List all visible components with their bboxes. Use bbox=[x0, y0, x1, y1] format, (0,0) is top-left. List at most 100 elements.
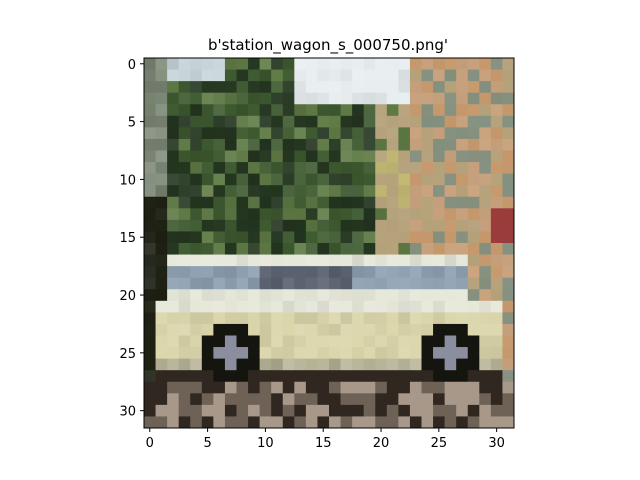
image-pixel bbox=[329, 266, 341, 279]
image-pixel bbox=[398, 92, 411, 105]
image-pixel bbox=[409, 104, 422, 117]
image-pixel bbox=[317, 219, 330, 232]
image-pixel bbox=[340, 92, 353, 105]
image-pixel bbox=[259, 104, 272, 117]
image-pixel bbox=[352, 335, 365, 348]
image-pixel bbox=[305, 404, 318, 417]
image-pixel bbox=[190, 138, 203, 151]
image-pixel bbox=[236, 104, 249, 117]
image-pixel bbox=[259, 300, 272, 313]
image-pixel bbox=[236, 127, 249, 140]
image-pixel bbox=[236, 196, 249, 209]
image-pixel bbox=[398, 231, 411, 244]
image-pixel bbox=[433, 416, 446, 429]
image-pixel bbox=[329, 254, 341, 267]
image-pixel bbox=[409, 277, 422, 290]
image-pixel bbox=[398, 69, 411, 82]
image-pixel bbox=[155, 243, 168, 255]
image-pixel bbox=[467, 115, 480, 128]
image-pixel bbox=[421, 185, 434, 198]
image-pixel bbox=[271, 173, 284, 186]
image-pixel bbox=[224, 404, 237, 417]
y-tick-label: 25 bbox=[119, 347, 136, 362]
image-pixel bbox=[224, 81, 237, 94]
image-pixel bbox=[213, 254, 226, 267]
image-pixel bbox=[421, 243, 434, 255]
image-pixel bbox=[433, 312, 446, 325]
image-pixel bbox=[305, 173, 318, 186]
image-pixel bbox=[317, 266, 330, 279]
image-pixel bbox=[398, 185, 411, 198]
image-pixel bbox=[409, 254, 422, 267]
image-pixel bbox=[375, 323, 388, 336]
image-pixel bbox=[398, 370, 411, 383]
image-pixel bbox=[375, 381, 388, 394]
image-pixel bbox=[294, 219, 307, 232]
image-pixel bbox=[329, 289, 341, 302]
image-pixel bbox=[329, 173, 341, 186]
image-pixel bbox=[340, 58, 353, 70]
image-pixel bbox=[479, 335, 492, 348]
image-pixel bbox=[398, 335, 411, 348]
image-pixel bbox=[248, 127, 261, 140]
image-pixel bbox=[201, 312, 214, 325]
image-pixel bbox=[317, 416, 330, 429]
image-pixel bbox=[490, 347, 503, 360]
image-pixel bbox=[224, 138, 237, 151]
image-pixel bbox=[421, 300, 434, 313]
image-pixel bbox=[421, 138, 434, 151]
image-pixel bbox=[502, 138, 515, 151]
image-pixel bbox=[363, 150, 376, 163]
image-pixel bbox=[248, 323, 261, 336]
image-pixel bbox=[236, 358, 249, 371]
image-pixel bbox=[213, 69, 226, 82]
image-pixel bbox=[248, 243, 261, 255]
image-pixel bbox=[479, 162, 492, 175]
image-pixel bbox=[352, 323, 365, 336]
image-pixel bbox=[375, 243, 388, 255]
image-pixel bbox=[271, 127, 284, 140]
image-pixel bbox=[329, 138, 341, 151]
image-pixel bbox=[502, 173, 515, 186]
image-pixel bbox=[433, 335, 446, 348]
image-pixel bbox=[294, 162, 307, 175]
image-pixel bbox=[259, 69, 272, 82]
image-pixel bbox=[352, 370, 365, 383]
image-pixel bbox=[398, 416, 411, 429]
image-pixel bbox=[433, 138, 446, 151]
image-pixel bbox=[456, 381, 469, 394]
y-tick-label: 5 bbox=[128, 116, 136, 131]
image-pixel bbox=[167, 393, 180, 406]
image-pixel bbox=[294, 381, 307, 394]
image-pixel bbox=[317, 370, 330, 383]
image-pixel bbox=[259, 185, 272, 198]
image-pixel bbox=[340, 335, 353, 348]
image-pixel bbox=[294, 138, 307, 151]
image-pixel bbox=[490, 289, 503, 302]
image-pixel bbox=[201, 300, 214, 313]
image-pixel bbox=[490, 381, 503, 394]
image-pixel bbox=[444, 196, 457, 209]
image-pixel bbox=[456, 58, 469, 70]
image-pixel bbox=[271, 381, 284, 394]
image-pixel bbox=[421, 312, 434, 325]
image-pixel bbox=[259, 92, 272, 105]
image-pixel bbox=[259, 266, 272, 279]
image-pixel bbox=[167, 81, 180, 94]
image-pixel bbox=[224, 162, 237, 175]
image-pixel bbox=[340, 404, 353, 417]
image-pixel bbox=[352, 300, 365, 313]
image-pixel bbox=[502, 69, 515, 82]
image-pixel bbox=[213, 231, 226, 244]
image-pixel bbox=[213, 381, 226, 394]
image-pixel bbox=[305, 231, 318, 244]
image-pixel bbox=[178, 254, 191, 267]
image-pixel bbox=[167, 173, 180, 186]
image-pixel bbox=[340, 277, 353, 290]
image-pixel bbox=[444, 58, 457, 70]
image-pixel bbox=[248, 138, 261, 151]
image-pixel bbox=[444, 358, 457, 371]
image-pixel bbox=[467, 208, 480, 221]
image-pixel bbox=[317, 358, 330, 371]
image-pixel bbox=[248, 347, 261, 360]
